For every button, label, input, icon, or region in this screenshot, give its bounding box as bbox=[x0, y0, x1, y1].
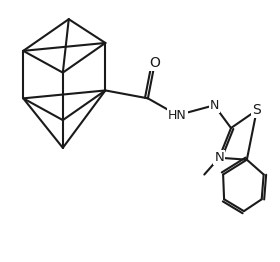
Text: N: N bbox=[214, 151, 224, 164]
Text: HN: HN bbox=[168, 109, 187, 122]
Text: O: O bbox=[150, 56, 160, 70]
Text: S: S bbox=[252, 103, 261, 117]
Text: N: N bbox=[209, 99, 219, 112]
